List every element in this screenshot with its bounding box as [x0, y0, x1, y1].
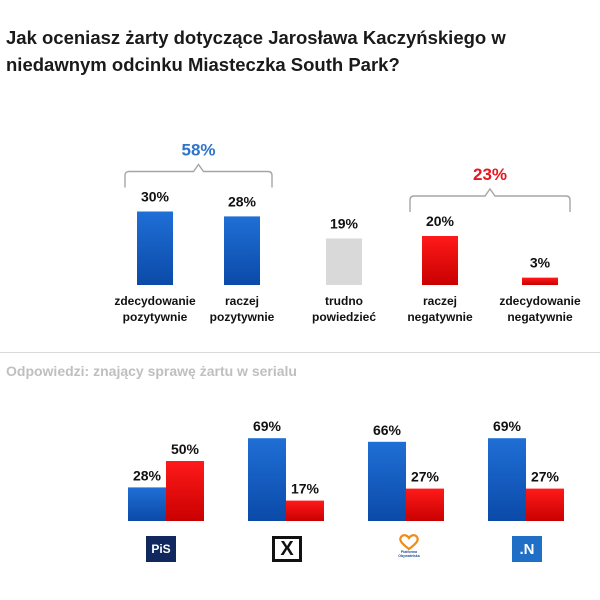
value-label-pozytywnie-1: 69% [253, 418, 282, 434]
bar-negatywnie-0 [166, 461, 204, 521]
bar-2 [326, 238, 362, 285]
pis-logo-icon: PiS [146, 536, 176, 562]
nowoczesna-logo-text: .N [519, 540, 535, 558]
bar-1 [224, 216, 260, 285]
group-bracket-1 [409, 187, 571, 212]
po-heart-mark [399, 534, 419, 551]
category-label-4-0: zdecydowanie [499, 294, 581, 308]
bar-3 [422, 236, 458, 285]
pis-logo-text: PiS [151, 542, 171, 556]
value-label-1: 28% [228, 193, 257, 209]
bar-0 [137, 211, 173, 285]
group-bracket-0 [124, 163, 273, 188]
chart-title: Jak oceniasz żarty dotyczące Jarosława K… [6, 27, 506, 75]
subtitle: Odpowiedzi: znający sprawę żartu w seria… [6, 363, 297, 379]
group-total-0: 58% [181, 141, 215, 160]
category-label-1-1: pozytywnie [210, 310, 275, 324]
bar-pozytywnie-2 [368, 441, 406, 521]
value-label-pozytywnie-0: 28% [133, 467, 162, 483]
po-logo-icon: Platforma Obywatelska [392, 534, 426, 566]
category-label-2-0: trudno [325, 294, 363, 308]
category-label-0-1: pozytywnie [123, 310, 188, 324]
bar-negatywnie-3 [526, 488, 564, 521]
bar-negatywnie-1 [286, 500, 324, 521]
category-label-2-1: powiedzieć [312, 310, 376, 324]
bar-negatywnie-2 [406, 488, 444, 521]
nowoczesna-logo-icon: .N [512, 536, 542, 562]
section-divider [0, 352, 600, 353]
category-label-4-1: negatywnie [507, 310, 573, 324]
value-label-negatywnie-2: 27% [411, 469, 440, 485]
value-label-4: 3% [530, 255, 551, 271]
bar-pozytywnie-0 [128, 487, 166, 521]
value-label-2: 19% [330, 215, 359, 231]
bar-4 [522, 277, 558, 285]
value-label-pozytywnie-3: 69% [493, 418, 522, 434]
top-chart: 30% zdecydowanie pozytywnie 28% raczej pozyty… [114, 141, 581, 325]
value-label-negatywnie-1: 17% [291, 481, 320, 497]
category-label-3-1: negatywnie [407, 310, 473, 324]
value-label-3: 20% [426, 213, 455, 229]
po-logo-text: Platforma Obywatelska [398, 550, 420, 558]
value-label-0: 30% [141, 189, 170, 205]
group-total-1: 23% [473, 165, 507, 184]
category-label-3-0: raczej [423, 294, 457, 308]
value-label-pozytywnie-2: 66% [373, 422, 402, 438]
category-label-0-0: zdecydowanie [114, 294, 196, 308]
kukiz-logo-icon: X [272, 536, 302, 562]
value-label-negatywnie-0: 50% [171, 441, 200, 457]
kukiz-logo-text: X [280, 537, 294, 560]
bar-pozytywnie-3 [488, 438, 526, 521]
value-label-negatywnie-3: 27% [531, 469, 560, 485]
bar-pozytywnie-1 [248, 438, 286, 521]
category-label-1-0: raczej [225, 294, 259, 308]
